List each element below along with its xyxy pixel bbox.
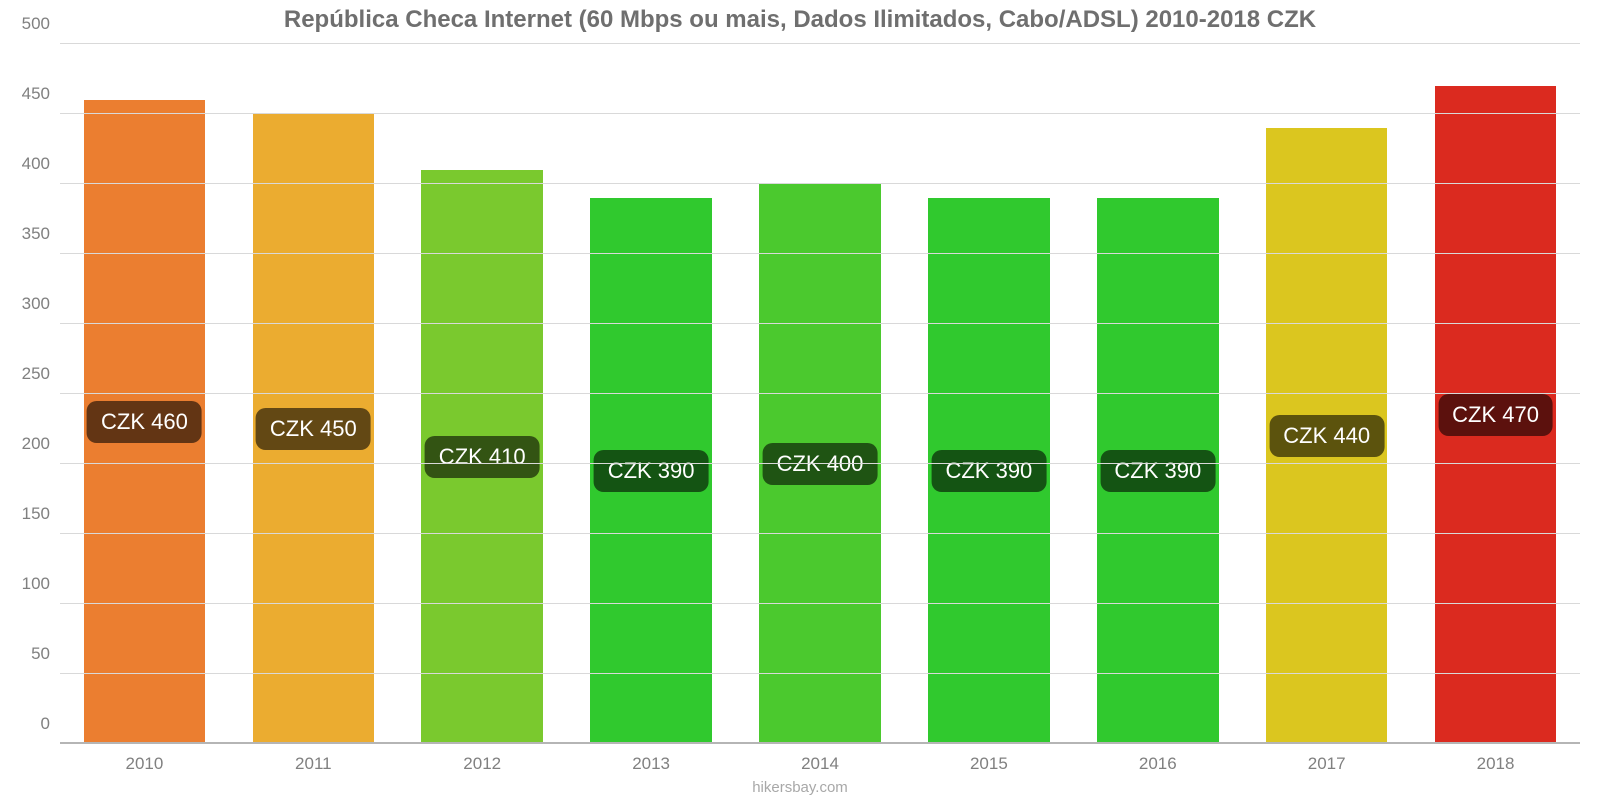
bar-slot: CZK 4502011 (229, 44, 398, 744)
y-axis-tick-label: 350 (22, 224, 60, 244)
y-axis-tick-label: 400 (22, 154, 60, 174)
value-pill: CZK 410 (425, 436, 540, 478)
grid-line (60, 603, 1580, 604)
x-axis-tick-label: 2017 (1308, 754, 1346, 774)
x-axis-tick-label: 2014 (801, 754, 839, 774)
bar-slot: CZK 4102012 (398, 44, 567, 744)
plot-area: CZK 4602010CZK 4502011CZK 4102012CZK 390… (60, 44, 1580, 744)
grid-line (60, 323, 1580, 324)
bar-chart: República Checa Internet (60 Mbps ou mai… (0, 0, 1600, 800)
x-axis-tick-label: 2013 (632, 754, 670, 774)
grid-line (60, 113, 1580, 114)
value-pill: CZK 460 (87, 401, 202, 443)
bar-slot: CZK 3902016 (1073, 44, 1242, 744)
x-axis-tick-label: 2012 (463, 754, 501, 774)
attribution-text: hikersbay.com (0, 779, 1600, 796)
grid-line (60, 742, 1580, 744)
grid-line (60, 253, 1580, 254)
y-axis-tick-label: 200 (22, 434, 60, 454)
x-axis-tick-label: 2015 (970, 754, 1008, 774)
bars-container: CZK 4602010CZK 4502011CZK 4102012CZK 390… (60, 44, 1580, 744)
value-pill: CZK 440 (1269, 415, 1384, 457)
grid-line (60, 673, 1580, 674)
bar-slot: CZK 4402017 (1242, 44, 1411, 744)
bar-slot: CZK 3902013 (567, 44, 736, 744)
y-axis-tick-label: 250 (22, 364, 60, 384)
y-axis-tick-label: 100 (22, 574, 60, 594)
x-axis-tick-label: 2010 (126, 754, 164, 774)
grid-line (60, 43, 1580, 44)
y-axis-tick-label: 0 (41, 714, 60, 734)
y-axis-tick-label: 300 (22, 294, 60, 314)
grid-line (60, 393, 1580, 394)
value-pill: CZK 470 (1438, 394, 1553, 436)
y-axis-tick-label: 450 (22, 84, 60, 104)
y-axis-tick-label: 50 (31, 644, 60, 664)
bar-slot: CZK 4002014 (736, 44, 905, 744)
bar-slot: CZK 3902015 (904, 44, 1073, 744)
x-axis-tick-label: 2016 (1139, 754, 1177, 774)
value-pill: CZK 390 (1100, 450, 1215, 492)
bar-slot: CZK 4602010 (60, 44, 229, 744)
x-axis-tick-label: 2018 (1477, 754, 1515, 774)
value-pill: CZK 450 (256, 408, 371, 450)
x-axis-tick-label: 2011 (295, 754, 332, 774)
value-pill: CZK 390 (931, 450, 1046, 492)
value-pill: CZK 400 (763, 443, 878, 485)
bar-slot: CZK 4702018 (1411, 44, 1580, 744)
grid-line (60, 463, 1580, 464)
value-pill: CZK 390 (594, 450, 709, 492)
grid-line (60, 183, 1580, 184)
grid-line (60, 533, 1580, 534)
y-axis-tick-label: 150 (22, 504, 60, 524)
chart-title: República Checa Internet (60 Mbps ou mai… (0, 6, 1600, 34)
y-axis-tick-label: 500 (22, 14, 60, 34)
